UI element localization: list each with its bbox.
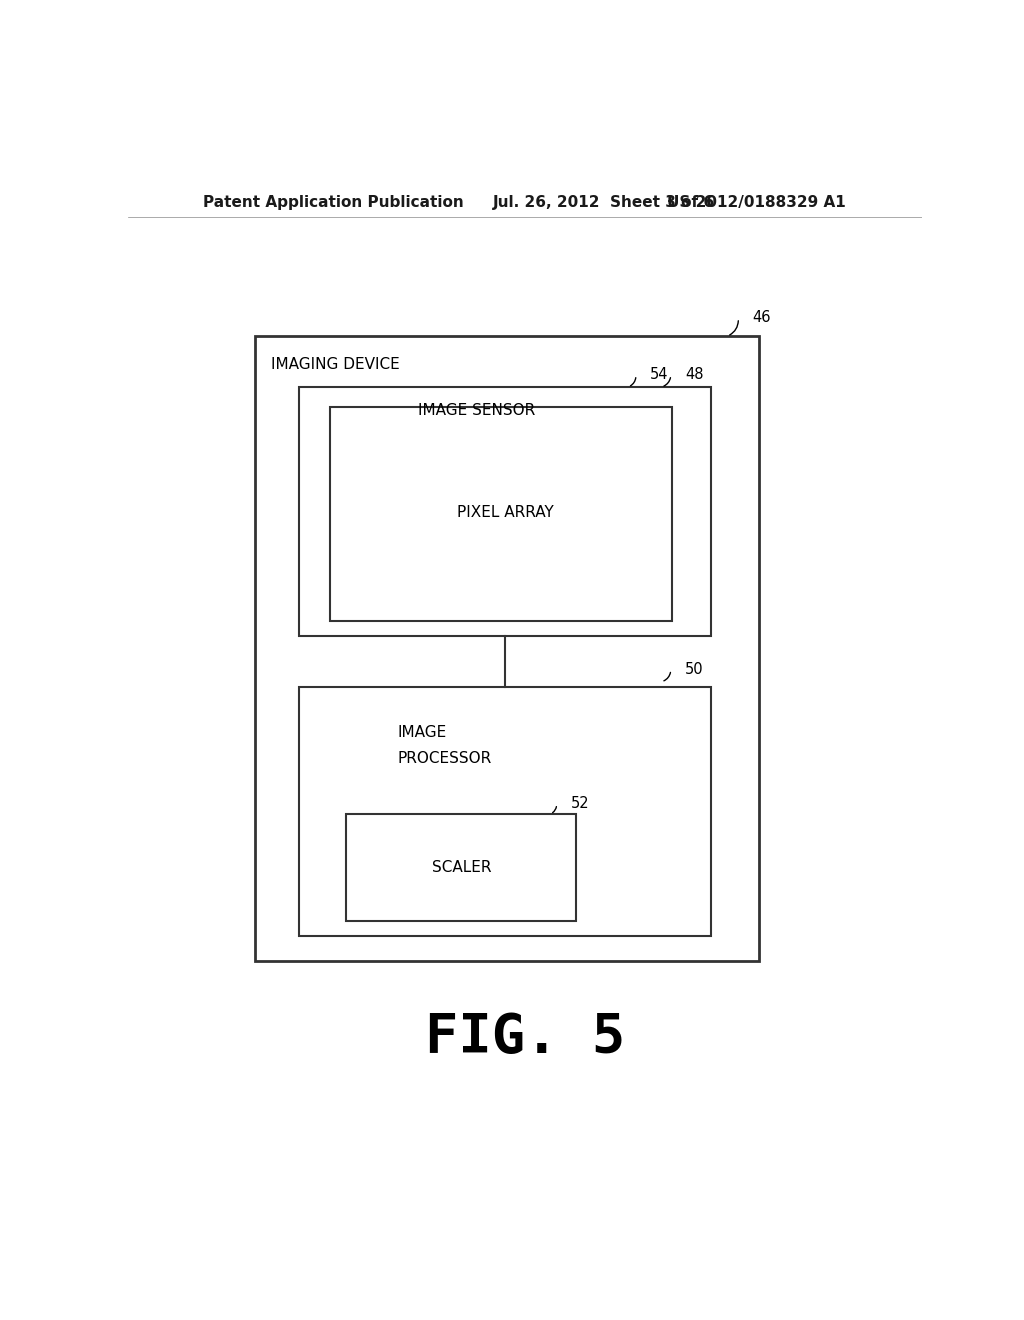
Bar (255, 337, 759, 961)
Text: Jul. 26, 2012  Sheet 3 of 6: Jul. 26, 2012 Sheet 3 of 6 (494, 194, 715, 210)
Text: PROCESSOR: PROCESSOR (397, 751, 493, 766)
Text: US 2012/0188329 A1: US 2012/0188329 A1 (668, 194, 846, 210)
Bar (331, 408, 672, 620)
Text: IMAGE SENSOR: IMAGE SENSOR (418, 403, 535, 418)
Text: IMAGE: IMAGE (397, 725, 447, 741)
Text: 50: 50 (685, 663, 703, 677)
Text: 52: 52 (570, 796, 590, 812)
Text: 48: 48 (685, 367, 703, 383)
Text: SCALER: SCALER (431, 861, 492, 875)
Bar (299, 686, 712, 936)
Text: FIG. 5: FIG. 5 (425, 1011, 625, 1064)
Text: Patent Application Publication: Patent Application Publication (204, 194, 464, 210)
Text: IMAGING DEVICE: IMAGING DEVICE (270, 358, 399, 372)
Bar (299, 387, 712, 636)
Text: 54: 54 (650, 367, 669, 383)
Text: 46: 46 (753, 310, 771, 326)
Text: PIXEL ARRAY: PIXEL ARRAY (457, 504, 553, 520)
Bar (346, 814, 577, 921)
